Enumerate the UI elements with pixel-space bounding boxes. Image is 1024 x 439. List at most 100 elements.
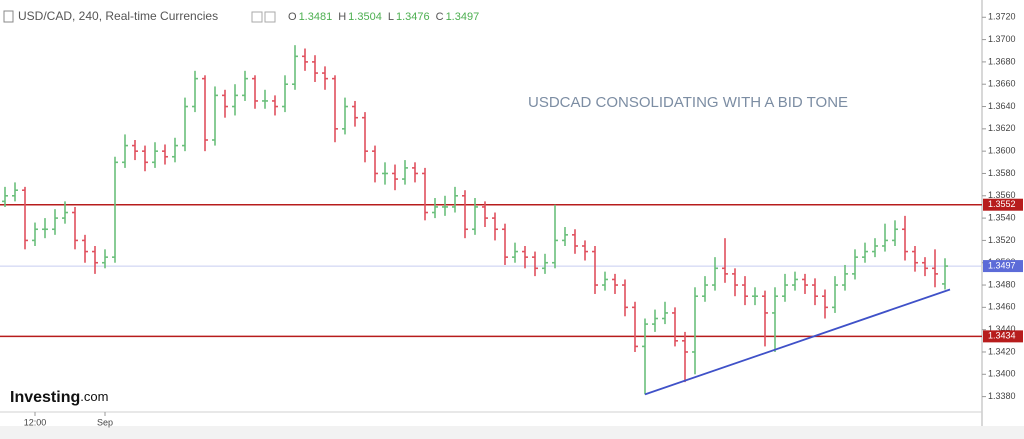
y-tick-label: 1.3520 (988, 235, 1016, 245)
y-tick-label: 1.3540 (988, 212, 1016, 222)
header-value: 1.3504 (348, 11, 382, 23)
header-label: C (436, 11, 444, 23)
ohlc-bar (762, 290, 768, 347)
ohlc-bar (122, 134, 128, 168)
ohlc-bar (192, 70, 198, 113)
level-box (983, 330, 1023, 343)
ohlc-bar (552, 204, 558, 269)
y-tick-label: 1.3460 (988, 302, 1016, 312)
level-label: 1.3497 (988, 260, 1016, 270)
ohlc-bar (62, 201, 68, 224)
ohlc-bar (242, 70, 248, 101)
symbol-icon[interactable] (3, 10, 14, 23)
y-tick-label: 1.3700 (988, 34, 1016, 44)
header-value: 1.3497 (446, 11, 480, 23)
ohlc-bar (532, 251, 538, 277)
ohlc-bar (172, 137, 178, 163)
ohlc-bar (82, 234, 88, 263)
header-label: L (388, 11, 394, 23)
y-tick-label: 1.3600 (988, 146, 1016, 156)
ohlc-bar (22, 186, 28, 250)
ohlc-bar (342, 97, 348, 135)
ohlc-bar (472, 198, 478, 235)
ohlc-bar (12, 182, 18, 202)
level-label: 1.3434 (988, 331, 1016, 341)
header-label: O (288, 11, 297, 23)
ohlc-bar (902, 215, 908, 261)
ohlc-bar (442, 195, 448, 216)
ohlc-bar (362, 112, 368, 163)
y-tick-label: 1.3480 (988, 279, 1016, 289)
ohlc-bar (92, 245, 98, 274)
ohlc-bar (572, 229, 578, 254)
ohlc-bar (182, 97, 188, 152)
ohlc-bar (832, 276, 838, 313)
ohlc-bar (942, 258, 948, 290)
ohlc-bar (582, 240, 588, 261)
ohlc-bar (112, 156, 118, 263)
y-tick-label: 1.3720 (988, 12, 1016, 22)
y-tick-label: 1.3620 (988, 123, 1016, 133)
y-tick-label: 1.3680 (988, 56, 1016, 66)
ohlc-bar (662, 301, 668, 325)
header-value: 1.3481 (299, 11, 333, 23)
ohlc-bar (922, 257, 928, 277)
ohlc-bar (312, 55, 318, 82)
x-tick-label: Sep (97, 417, 113, 427)
y-tick-label: 1.3380 (988, 391, 1016, 401)
ohlc-bar (602, 271, 608, 291)
ohlc-bar (872, 238, 878, 258)
logo-suffix: .com (80, 389, 108, 404)
ohlc-bar (672, 307, 678, 347)
ohlc-bar (462, 190, 468, 239)
ohlc-bar (482, 201, 488, 228)
y-tick-label: 1.3580 (988, 168, 1016, 178)
ohlc-bar (262, 89, 268, 109)
ohlc-bar (422, 167, 428, 221)
ohlc-bar (272, 95, 278, 116)
ohlc-bar (892, 220, 898, 246)
ohlc-bar (52, 209, 58, 235)
ohlc-bar (42, 218, 48, 239)
ohlc-bar (292, 45, 298, 90)
ohlc-bar (352, 100, 358, 127)
logo: Investing.com (10, 389, 108, 406)
ohlc-bar (332, 75, 338, 143)
y-tick-label: 1.3420 (988, 346, 1016, 356)
y-tick-label: 1.3400 (988, 369, 1016, 379)
header-label: H (338, 11, 346, 23)
ohlc-bar (882, 223, 888, 252)
ohlc-bar (692, 287, 698, 375)
ohlc-bar (912, 245, 918, 272)
ohlc-bar (232, 84, 238, 116)
ohlc-bar (322, 66, 328, 90)
header-icon[interactable] (264, 11, 276, 23)
ohlc-bar (252, 75, 258, 109)
ohlc-bar (772, 287, 778, 352)
ohlc-bar (162, 144, 168, 165)
x-tick-label: 12:00 (24, 417, 47, 427)
ohlc-bar (542, 253, 548, 274)
ohlc-bar (102, 249, 108, 269)
ohlc-bar (152, 142, 158, 168)
ohlc-bar (932, 249, 938, 288)
ohlc-bar (512, 242, 518, 263)
ohlc-bar (792, 271, 798, 291)
ohlc-bar (752, 287, 758, 306)
ohlc-bar (222, 89, 228, 118)
ohlc-bar (32, 222, 38, 246)
ohlc-bar (392, 164, 398, 191)
level-label: 1.3552 (988, 199, 1016, 209)
y-tick-label: 1.3440 (988, 324, 1016, 334)
ohlc-bar (622, 279, 628, 317)
ohlc-bar (732, 268, 738, 297)
toolbar (0, 426, 1024, 439)
ohlc-bar (822, 289, 828, 319)
logo-bold: Investing (10, 389, 80, 406)
header-icon[interactable] (251, 11, 263, 23)
ohlc-bar (402, 160, 408, 185)
ohlc-bar (862, 242, 868, 263)
ohlc-bar (562, 227, 568, 246)
